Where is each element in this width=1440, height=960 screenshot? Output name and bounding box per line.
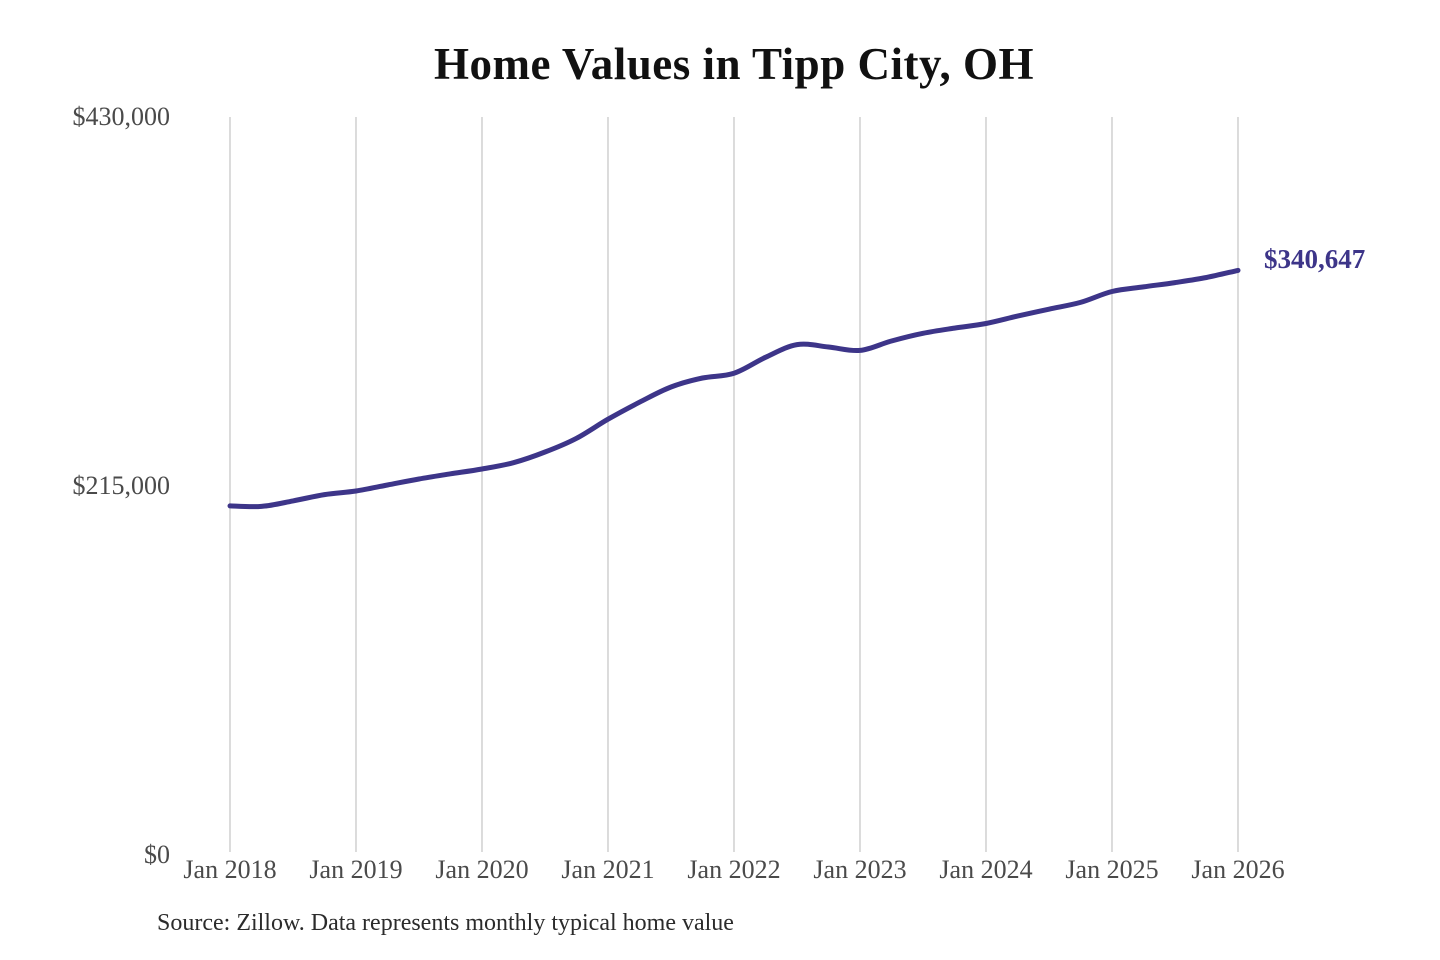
chart-title: Home Values in Tipp City, OH (433, 39, 1034, 89)
source-note: Source: Zillow. Data represents monthly … (157, 910, 734, 936)
x-tick-jan-2018: Jan 2018 (183, 855, 277, 884)
x-tick-jan-2026: Jan 2026 (1191, 855, 1285, 884)
y-tick-0: $0 (144, 840, 170, 869)
x-tick-jan-2020: Jan 2020 (435, 855, 529, 884)
vertical-gridlines (229, 117, 1239, 852)
x-tick-jan-2024: Jan 2024 (939, 855, 1033, 884)
x-tick-jan-2019: Jan 2019 (309, 855, 403, 884)
y-tick-430000: $430,000 (72, 102, 171, 131)
home-value-line (227, 267, 1241, 510)
y-tick-215000: $215,000 (72, 471, 171, 500)
x-tick-jan-2021: Jan 2021 (561, 855, 655, 884)
x-tick-jan-2025: Jan 2025 (1065, 855, 1159, 884)
x-tick-jan-2022: Jan 2022 (687, 855, 781, 884)
x-tick-jan-2023: Jan 2023 (813, 855, 907, 884)
latest-value-label: $340,647 (1264, 244, 1366, 274)
